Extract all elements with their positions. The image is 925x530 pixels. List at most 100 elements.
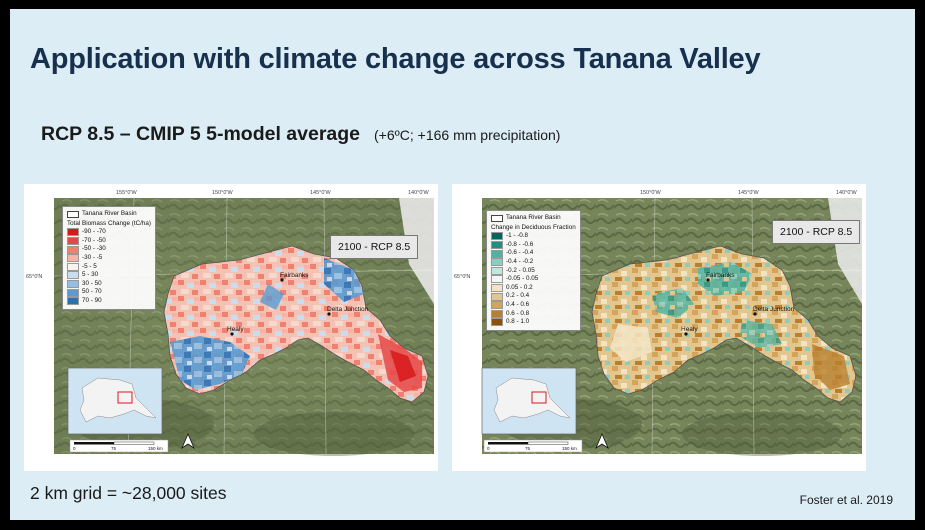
legend-swatch (491, 309, 503, 318)
citation: Foster et al. 2019 (799, 493, 893, 507)
legend-item-label: -90 - -70 (82, 228, 106, 236)
legend-swatch (67, 254, 79, 263)
legend-item-label: -0.6 - -0.4 (506, 249, 534, 257)
latitude-label: 65°0'N (26, 274, 42, 280)
legend-item-label: -0.2 - 0.05 (506, 266, 535, 274)
legend-item-label: 0.4 - 0.6 (506, 300, 530, 308)
place-marker (327, 312, 331, 316)
biomass-legend: Tanana River Basin Total Biomass Change … (62, 206, 156, 310)
deciduous-map-panel: 150°0'W 145°0'W 140°0'W 65°0'N Fairbanks… (452, 184, 866, 471)
basin-deciduous-fill (591, 245, 857, 403)
slide-title: Application with climate change across T… (30, 43, 761, 75)
legend-basin-label: Tanana River Basin (82, 210, 137, 217)
scale-label: 0 (73, 446, 76, 451)
legend-item-label: -50 - -30 (82, 245, 106, 253)
place-marker (280, 278, 284, 282)
north-arrow-icon (181, 432, 195, 450)
legend-swatch (491, 275, 503, 284)
legend-item-label: -0.8 - -0.6 (506, 240, 534, 248)
place-label-healy: Healy (681, 326, 698, 333)
legend-swatch (67, 228, 79, 237)
longitude-label: 150°0'W (212, 190, 233, 196)
longitude-label: 140°0'W (408, 190, 429, 196)
legend-swatch (491, 292, 503, 301)
place-label-healy: Healy (227, 326, 244, 333)
legend-swatch (67, 245, 79, 254)
legend-item-label: 0.05 - 0.2 (506, 283, 533, 291)
slide: Application with climate change across T… (10, 9, 915, 520)
legend-item-label: 5 - 30 (82, 271, 99, 279)
legend-item: -50 - -30 (67, 245, 151, 254)
legend-item-label: -0.05 - 0.05 (506, 275, 539, 283)
scale-label: 150 km (148, 446, 163, 451)
legend-swatch (491, 258, 503, 267)
scenario-badge: 2100 - RCP 8.5 (772, 220, 861, 244)
legend-swatch (67, 262, 79, 271)
basin-swatch (67, 210, 79, 218)
north-arrow-icon (595, 432, 609, 450)
legend-swatch (67, 288, 79, 297)
longitude-label: 145°0'W (310, 190, 331, 196)
legend-item: 5 - 30 (67, 271, 151, 280)
longitude-label: 155°0'W (116, 190, 137, 196)
legend-item-label: -5 - 5 (82, 262, 97, 270)
legend-item: 0.6 - 0.8 (491, 310, 576, 319)
place-marker (684, 332, 688, 336)
legend-swatch (491, 241, 503, 250)
legend-item: -0.8 - -0.6 (491, 241, 576, 250)
legend-item-label: 70 - 90 (82, 296, 102, 304)
legend-swatch (491, 266, 503, 275)
legend-item: -0.4 - -0.2 (491, 258, 576, 267)
legend-swatch (67, 237, 79, 246)
legend-swatch (491, 249, 503, 258)
place-label-fairbanks: Fairbanks (280, 272, 309, 279)
latitude-label: 65°0'N (454, 274, 470, 280)
place-marker (753, 312, 757, 316)
legend-item: -0.6 - -0.4 (491, 249, 576, 258)
legend-item-label: 0.8 - 1.0 (506, 318, 530, 326)
legend-item-label: 0.2 - 0.4 (506, 292, 530, 300)
legend-swatch (67, 271, 79, 280)
place-label-delta-junction: Delta Junction (753, 306, 795, 313)
legend-items: -1 - -0.8 -0.8 - -0.6 -0.6 - -0.4 -0.4 - -0… (491, 232, 576, 327)
legend-item: -70 - -50 (67, 237, 151, 246)
legend-basin-label: Tanana River Basin (506, 214, 561, 221)
biomass-map-panel: 155°0'W 150°0'W 145°0'W 140°0'W 65°0'N F… (24, 184, 438, 471)
grid-note: 2 km grid = ~28,000 sites (30, 483, 227, 503)
legend-item: 70 - 90 (67, 297, 151, 306)
scenario-label: RCP 8.5 – CMIP 5 5-model average (41, 123, 361, 145)
legend-items: -90 - -70 -70 - -50 -50 - -30 -30 - -5 -5 - … (67, 228, 151, 306)
longitude-label: 145°0'W (738, 190, 759, 196)
legend-item: -30 - -5 (67, 254, 151, 263)
longitude-label: 150°0'W (640, 190, 661, 196)
scale-label: 75 (111, 446, 117, 451)
legend-item: 0.05 - 0.2 (491, 284, 576, 293)
scenario-detail: (+6ºC; +166 mm precipitation) (374, 127, 561, 143)
scenario-badge: 2100 - RCP 8.5 (330, 235, 419, 259)
legend-swatch (491, 318, 503, 327)
legend-item-label: -1 - -0.8 (506, 232, 529, 240)
legend-item: 0.4 - 0.6 (491, 301, 576, 310)
place-label-fairbanks: Fairbanks (706, 272, 735, 279)
longitude-label: 140°0'W (836, 190, 857, 196)
scale-label: 75 (525, 446, 531, 451)
legend-swatch (67, 280, 79, 289)
legend-item: -0.05 - 0.05 (491, 275, 576, 284)
slide-subtitle: RCP 8.5 – CMIP 5 5-model average (+6ºC; +… (41, 123, 560, 146)
legend-item-label: -70 - -50 (82, 236, 106, 244)
legend-item: 0.8 - 1.0 (491, 318, 576, 327)
place-label-delta-junction: Delta Junction (327, 306, 369, 313)
legend-item-label: 50 - 70 (82, 288, 102, 296)
legend-swatch (491, 284, 503, 293)
legend-item: -5 - 5 (67, 263, 151, 272)
legend-title: Total Biomass Change (tC/ha) (67, 219, 151, 227)
legend-item: 50 - 70 (67, 288, 151, 297)
legend-item: -0.2 - 0.05 (491, 267, 576, 276)
legend-title: Change in Deciduous Fraction (491, 223, 576, 231)
place-marker (706, 278, 710, 282)
legend-item-label: 30 - 50 (82, 279, 102, 287)
place-marker (230, 332, 234, 336)
legend-swatch (67, 297, 79, 306)
legend-item: -90 - -70 (67, 228, 151, 237)
legend-item: 0.2 - 0.4 (491, 292, 576, 301)
